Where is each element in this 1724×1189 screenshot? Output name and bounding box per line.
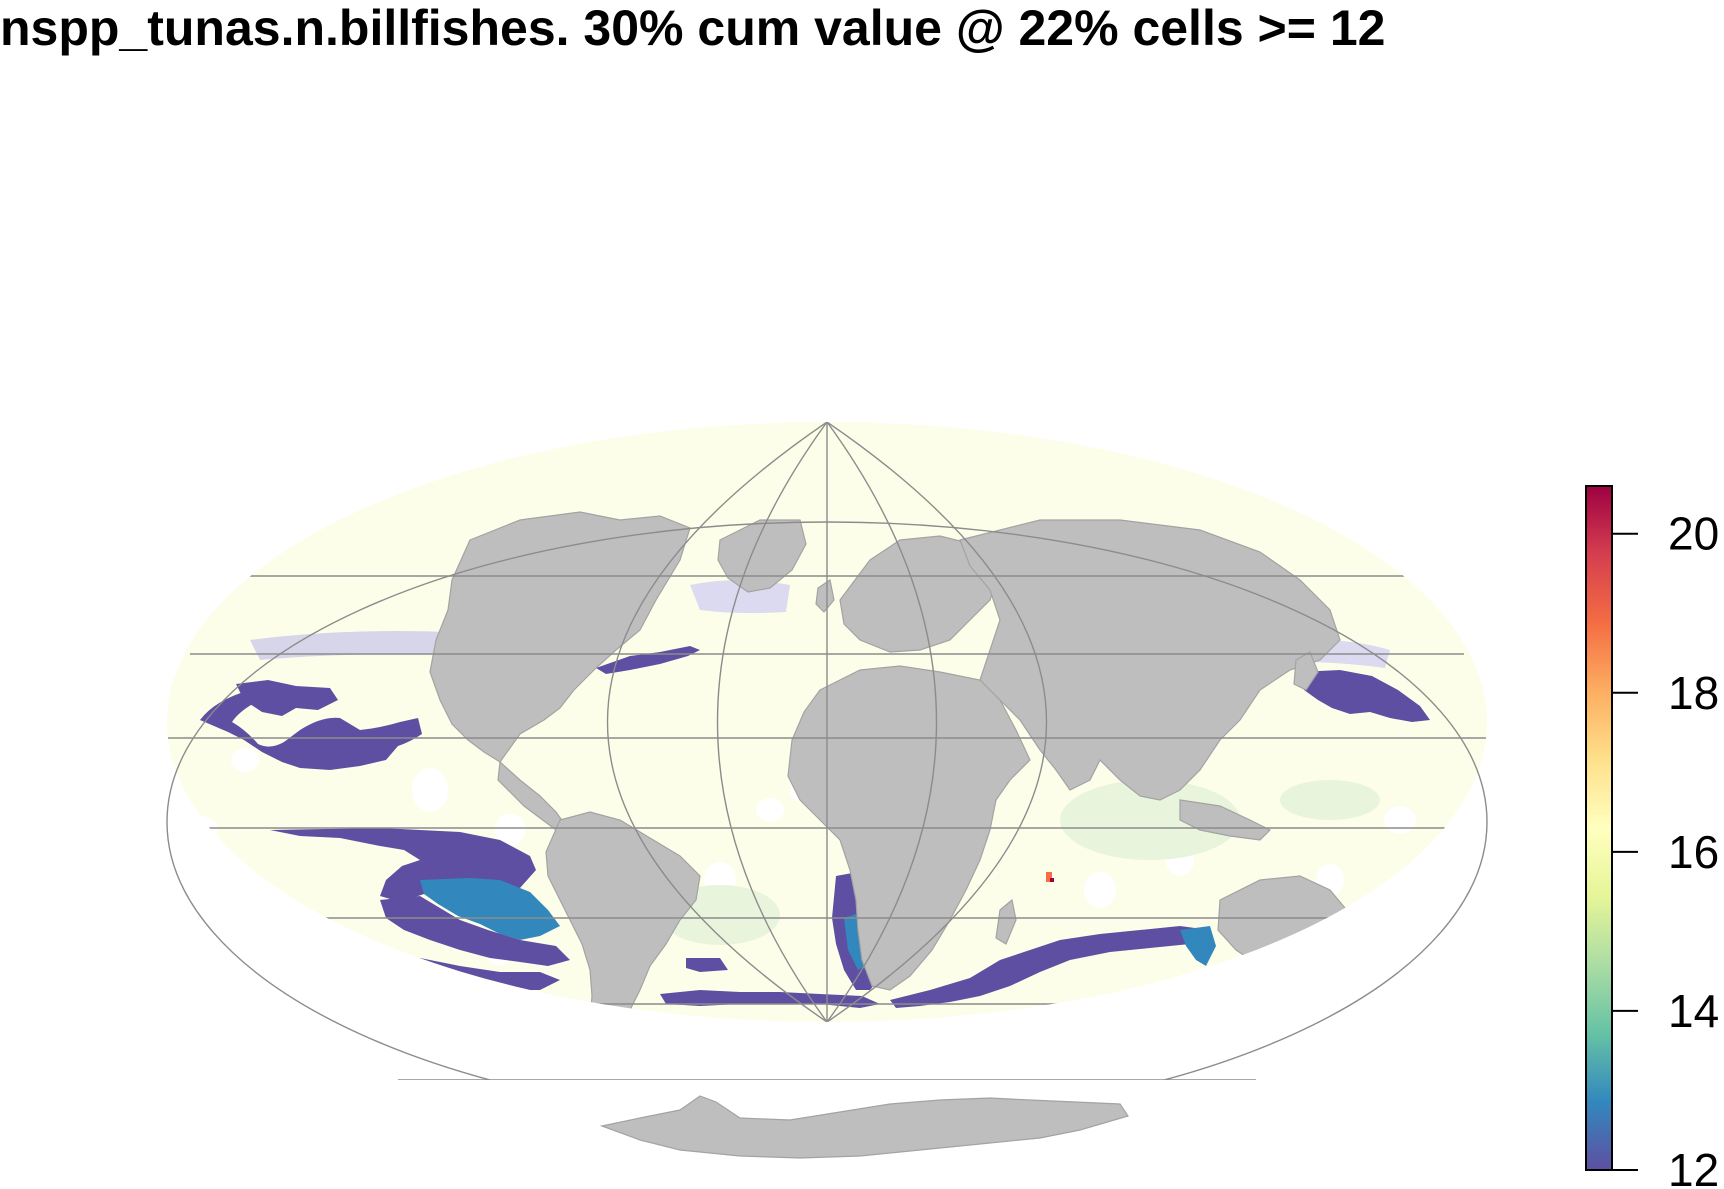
globe-outline-bottom — [166, 821, 1488, 1080]
region-north-pacific-west — [200, 684, 422, 770]
globe-outline-top — [166, 521, 1488, 823]
color-bar-tick-label: 20 — [1668, 508, 1719, 560]
meridian-60e — [826, 422, 938, 1022]
color-bar-tick-label: 12 — [1668, 1144, 1719, 1189]
region-eastern-tropical-pacific — [270, 828, 536, 902]
north-pacific-halo — [250, 631, 455, 660]
region-northwest-atlantic — [596, 646, 700, 674]
southeast-asia-islands — [1179, 799, 1272, 841]
antarctica — [599, 1095, 1129, 1159]
region-south-atlantic-patch — [686, 958, 728, 972]
color-bar-tick-label: 16 — [1668, 826, 1719, 878]
color-bar-tick-label: 14 — [1668, 985, 1719, 1037]
region-south-pacific-west — [222, 930, 300, 968]
madagascar — [995, 898, 1017, 945]
region-peru-chile-offshore — [420, 878, 560, 940]
region-west-indian-hotspot-2 — [1050, 878, 1054, 882]
greenland — [717, 519, 807, 593]
map-title: nspp_tunas.n.billfishes. 30% cum value @… — [0, 0, 1386, 56]
region-eastern-pacific-lower — [380, 896, 570, 966]
new-zealand — [1377, 962, 1397, 993]
color-bar-ticks: 12 14 16 18 20 — [1612, 508, 1719, 1189]
south-america — [545, 811, 701, 1022]
region-north-pacific-west-top — [236, 680, 338, 716]
region-tasman — [1310, 960, 1380, 1004]
region-new-zealand-east — [1400, 928, 1456, 968]
meridian-120w — [607, 422, 828, 1022]
europe — [839, 535, 1001, 653]
meridian-60w — [716, 422, 828, 1022]
color-bar-fill — [1585, 485, 1613, 1171]
region-north-pacific-east — [1298, 670, 1430, 722]
globe — [166, 422, 1488, 1080]
north-america — [429, 511, 691, 763]
region-agulhas-indian-band — [890, 926, 1210, 1008]
uk — [815, 579, 835, 613]
australia — [1217, 875, 1353, 981]
meridian-120e — [826, 422, 1047, 1022]
region-nz-hotspot — [1384, 940, 1390, 946]
region-west-indian-hotspot — [1046, 872, 1052, 882]
color-bar: 12 14 16 18 20 — [1585, 485, 1719, 1189]
color-bar-tick-label: 18 — [1668, 667, 1719, 719]
region-southeast-indian — [1180, 926, 1216, 966]
